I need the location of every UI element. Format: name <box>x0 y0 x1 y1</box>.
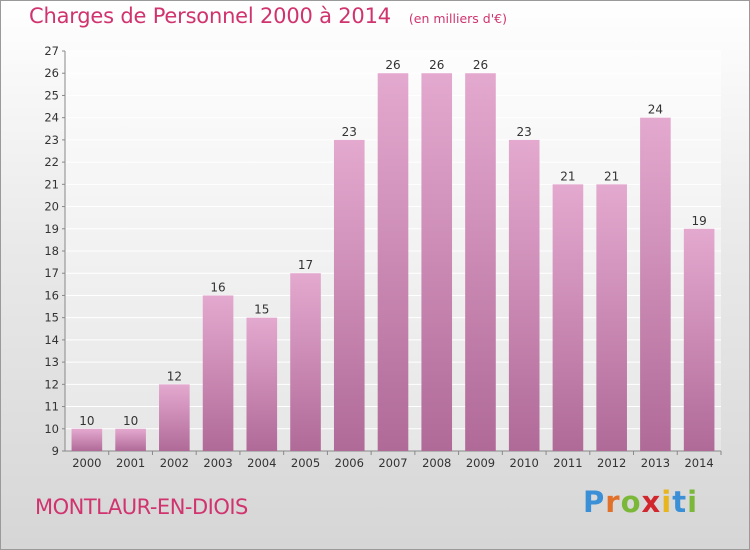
data-label: 23 <box>517 125 532 139</box>
bar <box>596 184 627 452</box>
y-tick-label: 9 <box>52 444 59 458</box>
data-label: 19 <box>691 214 706 228</box>
y-tick-label: 19 <box>44 222 59 236</box>
data-label: 17 <box>298 258 313 272</box>
x-tick-label: 2003 <box>203 456 232 470</box>
bar <box>246 317 278 451</box>
x-tick-label: 2014 <box>684 456 713 470</box>
x-tick-label: 2008 <box>422 456 451 470</box>
y-tick-label: 21 <box>44 177 59 191</box>
location-name: MONTLAUR-EN-DIOIS <box>35 495 248 519</box>
x-tick-label: 2010 <box>510 456 539 470</box>
logo-letter: r <box>605 485 621 519</box>
chart-title: Charges de Personnel 2000 à 2014 (en mill… <box>29 4 507 28</box>
y-tick-label: 18 <box>44 244 59 258</box>
logo-letter: P <box>583 485 606 519</box>
data-label: 21 <box>560 169 575 183</box>
data-label: 23 <box>342 125 357 139</box>
data-label: 10 <box>79 414 94 428</box>
x-tick-label: 2007 <box>378 456 407 470</box>
bar <box>552 184 584 452</box>
y-tick-label: 20 <box>44 200 59 214</box>
proxiti-logo[interactable]: Proxiti <box>583 485 698 519</box>
bar <box>71 428 103 451</box>
bar <box>377 73 409 451</box>
bar <box>508 139 540 451</box>
data-label: 21 <box>604 169 619 183</box>
y-tick-label: 11 <box>44 400 59 414</box>
y-tick-label: 15 <box>44 311 59 325</box>
bar <box>159 384 190 451</box>
x-tick-label: 2005 <box>291 456 320 470</box>
bar <box>290 273 321 451</box>
x-tick-label: 2012 <box>597 456 626 470</box>
data-label: 24 <box>648 103 663 117</box>
y-tick-label: 24 <box>44 111 59 125</box>
data-label: 26 <box>473 58 488 72</box>
chart-subtitle: (en milliers d'€) <box>408 11 507 26</box>
bar <box>640 117 671 452</box>
y-tick-label: 12 <box>44 377 59 391</box>
data-label: 26 <box>385 58 400 72</box>
data-label: 15 <box>254 303 269 317</box>
x-tick-label: 2009 <box>466 456 495 470</box>
x-tick-label: 2000 <box>72 456 101 470</box>
y-tick-label: 13 <box>44 355 59 369</box>
data-label: 16 <box>210 280 225 294</box>
bar <box>421 73 453 451</box>
y-tick-label: 27 <box>44 44 59 58</box>
x-tick-label: 2002 <box>160 456 189 470</box>
y-tick-label: 26 <box>44 66 59 80</box>
x-tick-label: 2011 <box>553 456 582 470</box>
logo-letter: i <box>661 485 673 519</box>
data-label: 10 <box>123 414 138 428</box>
y-tick-label: 23 <box>44 133 59 147</box>
y-tick-label: 14 <box>44 333 59 347</box>
x-tick-label: 2001 <box>116 456 145 470</box>
y-tick-label: 10 <box>44 422 59 436</box>
x-tick-label: 2004 <box>247 456 276 470</box>
data-label: 12 <box>167 369 182 383</box>
logo-letter: t <box>672 485 688 519</box>
y-tick-label: 16 <box>44 288 59 302</box>
bar <box>465 73 496 451</box>
bar <box>202 295 234 451</box>
logo-letter: x <box>641 485 662 519</box>
logo-letter: o <box>620 485 642 519</box>
y-tick-label: 17 <box>44 266 59 280</box>
y-tick-label: 25 <box>44 88 59 102</box>
bar <box>333 139 365 451</box>
x-tick-label: 2013 <box>641 456 670 470</box>
bar <box>683 228 715 451</box>
y-tick-label: 22 <box>44 155 59 169</box>
logo-letter: i <box>687 485 699 519</box>
bar <box>115 428 146 451</box>
x-tick-label: 2006 <box>335 456 364 470</box>
data-label: 26 <box>429 58 444 72</box>
